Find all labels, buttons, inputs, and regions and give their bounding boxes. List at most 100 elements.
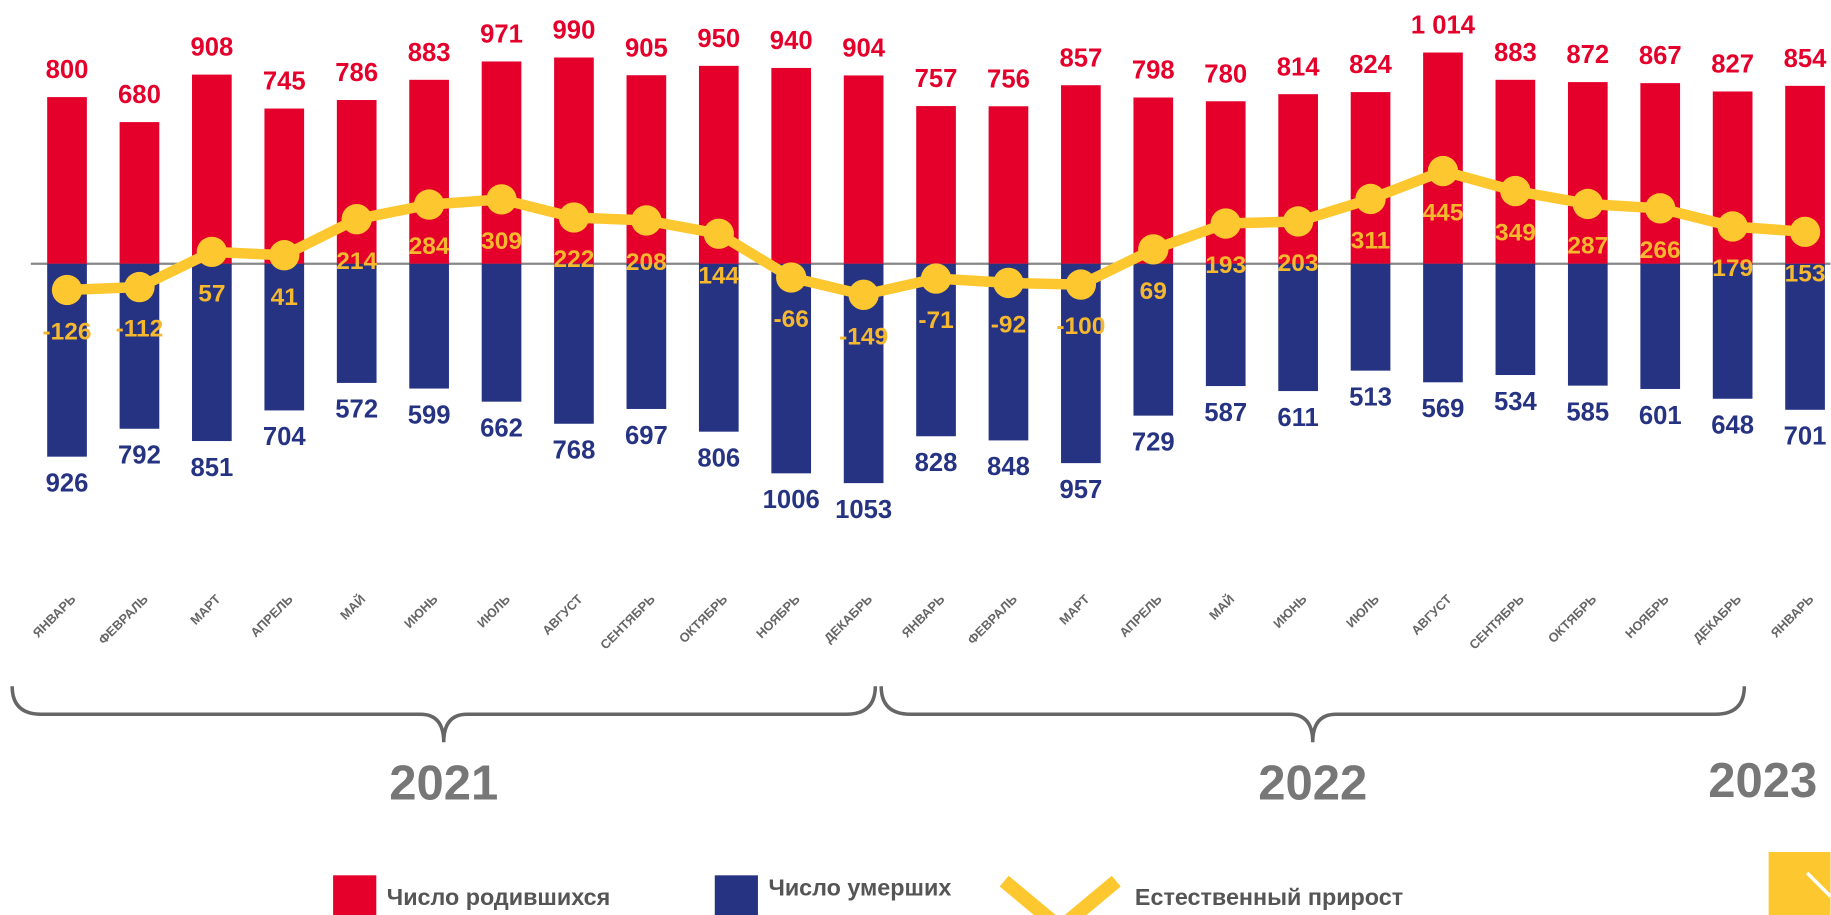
- value-label: 193: [1205, 252, 1246, 279]
- bar: [554, 263, 594, 424]
- value-label: 208: [626, 249, 667, 276]
- bar: [1205, 263, 1246, 387]
- value-label: 926: [46, 469, 89, 497]
- value-label: 697: [625, 422, 668, 450]
- value-label: 349: [1495, 220, 1536, 247]
- value-label: 1006: [763, 486, 820, 514]
- value-label: 848: [987, 453, 1030, 481]
- value-label: 798: [1132, 57, 1175, 85]
- line-marker: [1065, 269, 1097, 300]
- x-tick-label: МАРТ: [1056, 591, 1092, 627]
- corner-icon: [1768, 851, 1831, 915]
- value-label: 786: [335, 59, 378, 87]
- bar: [626, 263, 667, 409]
- line-marker: [1355, 183, 1386, 215]
- bar: [1133, 263, 1174, 416]
- line-marker: [1138, 234, 1169, 265]
- bar: [1567, 263, 1608, 386]
- bar: [336, 100, 377, 264]
- value-label: 908: [190, 34, 233, 62]
- value-label: 599: [408, 401, 451, 429]
- value-label: 179: [1712, 255, 1753, 282]
- value-label: 857: [1059, 44, 1102, 72]
- value-label: 950: [697, 25, 740, 53]
- x-tick-label: МАЙ: [337, 591, 368, 622]
- value-label: 940: [770, 27, 813, 55]
- line-marker: [776, 262, 807, 293]
- bar: [47, 97, 87, 264]
- line-marker: [703, 218, 734, 249]
- value-label: 680: [118, 81, 161, 109]
- x-tick-label: НОЯБРЬ: [1622, 591, 1672, 641]
- bar: [988, 106, 1029, 264]
- bar: [192, 263, 232, 442]
- value-label: 904: [842, 35, 886, 63]
- value-label: 872: [1566, 41, 1609, 69]
- x-tick-label: ДЕКАБРЬ: [1690, 591, 1744, 645]
- value-label: -126: [43, 319, 92, 346]
- value-label: 57: [198, 281, 225, 308]
- value-label: 203: [1278, 250, 1319, 277]
- x-tick-label: НОЯБРЬ: [753, 591, 803, 641]
- line-marker: [1717, 211, 1748, 242]
- line-marker: [413, 189, 445, 220]
- value-label: 800: [46, 56, 89, 84]
- x-tick-label: АПРЕЛЬ: [247, 591, 296, 640]
- line-marker: [631, 205, 662, 236]
- bar: [1350, 92, 1391, 264]
- x-tick-label: ОКТЯБРЬ: [676, 591, 730, 645]
- value-label: -66: [773, 306, 808, 333]
- x-tick-label: ИЮЛЬ: [474, 591, 513, 630]
- bar: [1495, 263, 1536, 376]
- value-label: 601: [1639, 402, 1682, 430]
- line-marker: [920, 263, 952, 294]
- bar: [481, 61, 522, 264]
- value-label: 1053: [835, 496, 892, 524]
- x-tick-label: ЯНВАРЬ: [1768, 591, 1817, 640]
- bar: [1278, 263, 1318, 392]
- value-label: 611: [1277, 404, 1318, 432]
- value-label: 701: [1784, 423, 1827, 451]
- value-label: 827: [1711, 51, 1754, 79]
- value-label: 883: [408, 39, 451, 67]
- value-label: 284: [409, 233, 450, 260]
- line-marker: [1500, 175, 1531, 207]
- legend-swatch: [333, 875, 377, 915]
- bar: [1785, 263, 1825, 410]
- bar: [409, 263, 449, 389]
- bar: [336, 263, 377, 383]
- legend-label: Естественный прирост: [1135, 884, 1403, 910]
- x-tick-label: ИЮНЬ: [1270, 591, 1310, 631]
- line-marker: [269, 240, 300, 271]
- value-label: 662: [480, 414, 523, 442]
- x-tick-label: МАЙ: [1206, 591, 1237, 622]
- value-label: -100: [1056, 313, 1105, 340]
- bar: [1350, 263, 1391, 371]
- value-label: 214: [336, 248, 377, 275]
- value-label: 780: [1204, 60, 1247, 88]
- x-tick-label: ЯНВАРЬ: [30, 591, 79, 640]
- value-label: 828: [915, 449, 958, 477]
- year-brace: [10, 686, 878, 743]
- bar: [264, 108, 305, 264]
- bar: [192, 74, 232, 264]
- x-tick-label: СЕНТЯБРЬ: [1466, 591, 1527, 652]
- bar: [481, 263, 522, 402]
- value-label: 814: [1277, 53, 1321, 81]
- value-label: 957: [1059, 476, 1102, 504]
- value-label: 572: [335, 396, 378, 424]
- bar: [916, 106, 956, 264]
- line-marker: [1282, 206, 1314, 237]
- bar: [1640, 83, 1681, 264]
- value-label: 729: [1132, 428, 1175, 456]
- x-tick-label: АВГУСТ: [539, 591, 585, 637]
- value-label: 648: [1711, 412, 1754, 440]
- value-label: 311: [1351, 228, 1391, 255]
- year-brace: [879, 686, 1747, 743]
- value-label: 287: [1567, 233, 1608, 260]
- x-tick-label: ДЕКАБРЬ: [821, 591, 875, 645]
- corner-icon-arrow: [1805, 871, 1831, 898]
- bar: [771, 263, 812, 474]
- legend-swatch: [714, 875, 758, 915]
- value-label: 883: [1494, 39, 1537, 67]
